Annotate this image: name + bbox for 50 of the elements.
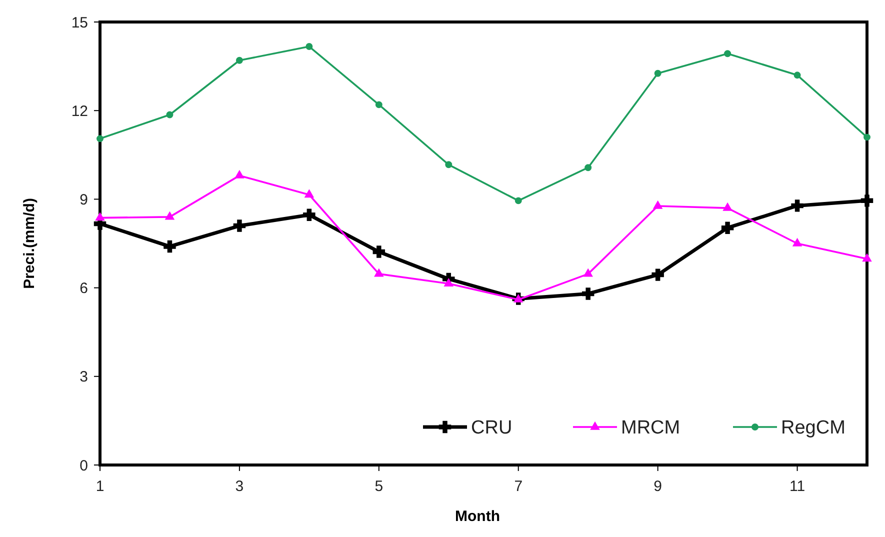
point xyxy=(445,161,452,168)
point xyxy=(721,222,734,234)
x-tick-label: 9 xyxy=(654,478,662,495)
point xyxy=(653,200,662,209)
point xyxy=(95,212,105,221)
point xyxy=(860,194,874,207)
point xyxy=(164,240,176,253)
point xyxy=(584,164,592,172)
point xyxy=(233,220,246,232)
x-tick-label: 1 xyxy=(96,478,104,495)
legend-label: RegCM xyxy=(781,418,846,439)
point xyxy=(514,197,522,204)
y-tick-label: 12 xyxy=(71,102,88,120)
point xyxy=(864,134,870,141)
point xyxy=(303,208,316,221)
point xyxy=(862,254,872,262)
point xyxy=(304,190,314,198)
y-tick-label: 3 xyxy=(80,368,88,386)
point xyxy=(374,268,384,277)
legend-label: MRCM xyxy=(621,418,680,439)
point xyxy=(165,212,174,220)
legend-label: CRU xyxy=(471,418,512,439)
point xyxy=(654,70,662,77)
point xyxy=(96,135,104,142)
point xyxy=(794,72,801,79)
y-tick-label: 9 xyxy=(80,191,88,208)
point xyxy=(514,294,523,302)
point xyxy=(306,43,313,50)
point xyxy=(724,50,732,58)
point xyxy=(375,101,382,108)
y-tick-label: 6 xyxy=(80,280,88,298)
x-tick-label: 7 xyxy=(514,478,523,495)
point xyxy=(582,288,594,300)
y-tick-label: 0 xyxy=(80,457,88,474)
x-tick-label: 3 xyxy=(235,478,244,495)
y-tick-label: 15 xyxy=(71,14,88,32)
point xyxy=(792,238,802,246)
x-tick-label: 11 xyxy=(789,478,806,495)
point xyxy=(234,170,244,178)
x-tick-label: 5 xyxy=(374,478,384,495)
x-axis-title: Month xyxy=(455,508,500,525)
point xyxy=(372,246,386,258)
point xyxy=(166,111,174,118)
point xyxy=(236,56,243,64)
point xyxy=(652,268,664,281)
point xyxy=(723,202,732,211)
point xyxy=(584,268,593,277)
point xyxy=(791,200,804,212)
y-axis-title: Preci.(mm/d) xyxy=(21,198,38,289)
point xyxy=(444,278,454,286)
